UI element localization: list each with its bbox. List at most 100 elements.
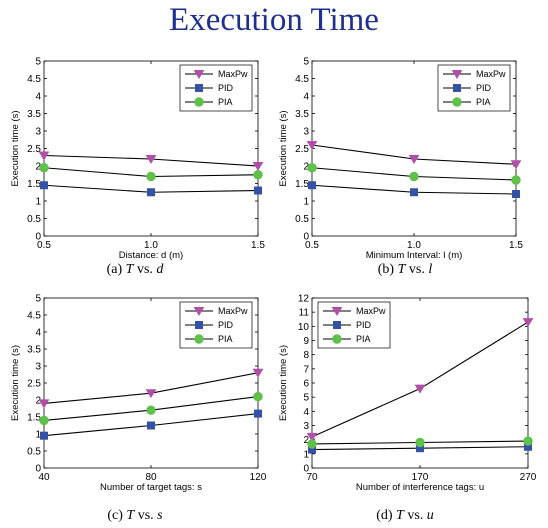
- data-point-maxpw: [306, 432, 318, 442]
- caption-vs: vs.: [137, 508, 154, 523]
- caption-label: (d): [376, 508, 393, 523]
- data-point-pia: [146, 405, 156, 415]
- y-axis-label: Execution time (s): [278, 110, 289, 186]
- data-point-maxpw: [252, 162, 264, 171]
- y-tick-label: 2.5: [295, 144, 309, 155]
- y-tick-label: 11: [299, 308, 310, 319]
- y-axis-label: Execution time (s): [278, 345, 289, 421]
- y-tick-label: 4.5: [27, 311, 41, 322]
- x-tick-label: 0.5: [37, 240, 51, 251]
- legend-marker-pia: [452, 97, 462, 107]
- chart-panel-a: 0 0.5 1 1.5 2 2.5 3 3.5 4 4.5 5 0.5 1.0 1.5 Distance: …: [0, 50, 270, 270]
- data-point-maxpw: [306, 141, 318, 150]
- y-tick-label: 9: [303, 336, 309, 347]
- y-tick-label: 0: [35, 464, 41, 475]
- x-tick-label: 1.0: [407, 240, 421, 251]
- y-tick-label: 4.5: [295, 74, 309, 85]
- x-tick-label: 120: [250, 472, 267, 483]
- x-tick-label: 1.0: [144, 240, 158, 251]
- y-axis-label: Execution time (s): [10, 345, 21, 421]
- x-axis-label: Minimum Interval: l (m): [366, 250, 463, 261]
- data-point-pia: [253, 170, 263, 180]
- y-tick-label: 1: [303, 449, 309, 460]
- chart-svg: 0 0.5 1 1.5 2 2.5 3 3.5 4 4.5 5 40 80 120 Number of ta…: [10, 294, 267, 494]
- data-point-pid: [308, 181, 316, 190]
- legend-label-pid: PID: [218, 320, 234, 330]
- y-tick-label: 0: [303, 464, 309, 475]
- data-point-maxpw: [522, 318, 534, 328]
- data-point-pia: [415, 437, 425, 448]
- y-tick-label: 2.5: [27, 144, 41, 155]
- legend-box: [437, 64, 511, 112]
- x-axis-label: Number of interference tags: u: [356, 482, 484, 493]
- caption-T: T: [126, 508, 135, 523]
- data-point-pid: [40, 181, 48, 190]
- caption-d: (d) T vs. u: [270, 508, 540, 524]
- legend-label-maxpw: MaxPw: [476, 69, 506, 79]
- x-axis-label: Number of target tags: s: [100, 482, 202, 493]
- chart-svg: 00.511.522.533.544.550.5 1.0 1.5Distance: …: [10, 57, 265, 262]
- data-point-pid: [512, 190, 520, 198]
- legend-marker-pid: [333, 321, 341, 329]
- data-point-pid: [410, 188, 418, 197]
- y-tick-label: 12: [298, 294, 310, 305]
- y-tick-label: 4: [35, 92, 41, 103]
- y-tick-label: 2.5: [27, 379, 41, 390]
- data-point-pid: [40, 431, 48, 440]
- y-tick-label: 1.5: [27, 413, 41, 424]
- legend-marker-pia: [194, 97, 204, 107]
- legend-label-pia: PIA: [356, 334, 371, 344]
- x-tick-label: 270: [520, 472, 537, 483]
- legend-label-pid: PID: [356, 320, 372, 330]
- data-point-pia: [39, 163, 49, 173]
- chart-panel-b: 0 0.5 1 1.5 2 2.5 3 3.5 4 4.5 5 0.5 1.0 1.5 Minimum In…: [270, 50, 540, 270]
- data-point-pia: [523, 436, 533, 446]
- data-point-pia: [307, 163, 317, 173]
- data-point-pia: [146, 171, 156, 182]
- legend-marker-maxpw: [331, 307, 343, 316]
- chart-panel-c: 0 0.5 1 1.5 2 2.5 3 3.5 4 4.5 5 40 80 120 Number of ta…: [0, 288, 270, 508]
- caption-var: l: [428, 262, 433, 277]
- data-point-maxpw: [145, 155, 157, 164]
- legend-marker-maxpw: [193, 307, 205, 316]
- y-axis-label: Execution time (s): [10, 110, 21, 186]
- y-tick-label: 3: [303, 421, 309, 432]
- y-tick-label: 10: [298, 322, 310, 333]
- y-tick-label: 0.5: [27, 214, 41, 225]
- y-tick-label: 5: [303, 393, 309, 404]
- y-tick-label: 5: [35, 57, 41, 68]
- caption-label: (c): [107, 508, 123, 523]
- y-tick-label: 7: [303, 364, 309, 375]
- y-tick-label: 3.5: [27, 109, 41, 120]
- caption-vs: vs.: [408, 262, 425, 277]
- y-tick-label: 3: [35, 362, 41, 373]
- y-tick-label: 3: [35, 127, 41, 138]
- data-point-maxpw: [408, 155, 420, 164]
- data-point-pid: [254, 186, 262, 195]
- legend-marker-pid: [195, 84, 203, 92]
- y-tick-label: 1: [303, 197, 309, 208]
- legend-label-pia: PIA: [218, 97, 233, 107]
- legend-marker-pid: [453, 84, 461, 92]
- x-tick-label: 170: [412, 472, 429, 483]
- y-tick-label: 0.5: [27, 447, 41, 458]
- data-point-pid: [254, 409, 262, 418]
- page-title: Execution Time: [169, 2, 379, 38]
- data-point-maxpw: [252, 368, 264, 378]
- legend-marker-maxpw: [193, 70, 205, 79]
- data-point-pia: [511, 175, 521, 185]
- x-tick-label: 0.5: [305, 240, 319, 251]
- caption-b: (b) T vs. l: [270, 262, 540, 278]
- caption-a: (a) T vs. d: [0, 262, 270, 278]
- legend-marker-pia: [194, 334, 204, 344]
- caption-T: T: [396, 508, 404, 523]
- data-point-pia: [253, 391, 263, 402]
- legend-marker-pia: [332, 334, 342, 344]
- data-point-maxpw: [414, 384, 426, 394]
- caption-T: T: [397, 262, 406, 277]
- y-tick-label: 8: [303, 350, 309, 361]
- caption-label: (a): [106, 262, 123, 277]
- y-tick-label: 4: [303, 407, 309, 418]
- y-tick-label: 1: [35, 197, 41, 208]
